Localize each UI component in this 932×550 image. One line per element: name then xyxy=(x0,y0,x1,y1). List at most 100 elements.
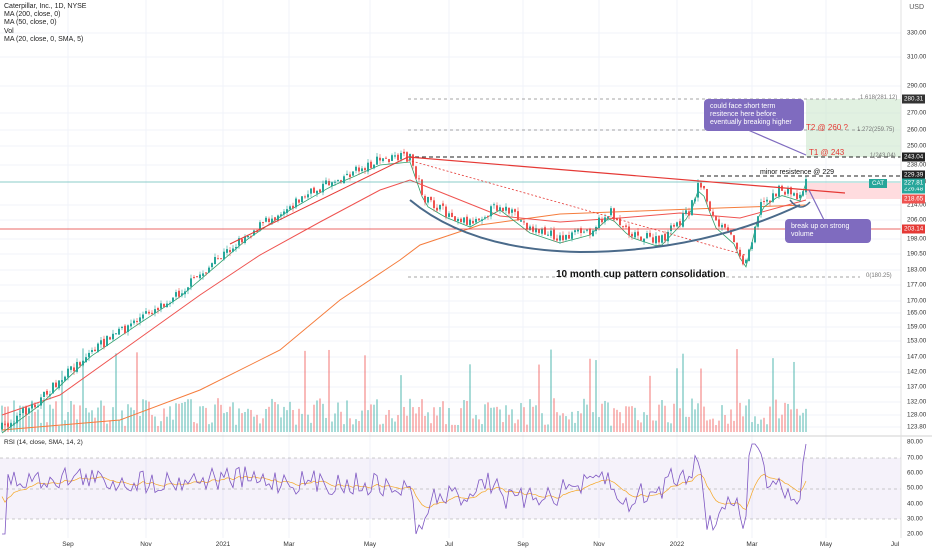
volume-bar xyxy=(85,407,87,432)
candle-body xyxy=(358,167,360,172)
trendline-left xyxy=(229,156,409,245)
candle-body xyxy=(313,187,315,193)
price-tag: 203.14 xyxy=(902,224,926,234)
volume-bar xyxy=(334,413,336,432)
legend-title: Caterpillar, Inc., 1D, NYSE xyxy=(4,3,87,10)
volume-bar xyxy=(268,406,270,432)
volume-bar xyxy=(40,422,42,432)
trendline-top xyxy=(407,156,846,194)
candle-body xyxy=(445,206,447,217)
volume-bar xyxy=(358,420,360,432)
candle-body xyxy=(352,171,354,176)
volume-bar xyxy=(718,420,720,432)
candle-body xyxy=(148,311,150,314)
volume-bar xyxy=(403,406,405,432)
callout-short-term: could face short term resitence here bef… xyxy=(704,99,804,131)
time-tick: Jul xyxy=(890,541,900,548)
volume-bar xyxy=(325,417,327,432)
candle-body xyxy=(175,292,177,297)
candle-body xyxy=(802,191,804,196)
candle-body xyxy=(220,258,222,260)
volume-bar xyxy=(535,405,537,432)
candle-body xyxy=(205,272,207,274)
volume-bar xyxy=(781,414,783,432)
volume-bar xyxy=(25,407,27,432)
candle-body xyxy=(493,204,495,206)
candle-body xyxy=(25,406,27,415)
volume-bar xyxy=(379,424,381,432)
volume-bar xyxy=(730,409,732,432)
candle-body xyxy=(694,198,696,202)
volume-bar xyxy=(319,398,321,432)
candle-body xyxy=(364,168,366,171)
candle-body xyxy=(196,276,198,278)
candle-body xyxy=(340,180,342,183)
volume-bar xyxy=(550,349,552,432)
volume-bar xyxy=(394,421,396,432)
volume-bar xyxy=(361,410,363,432)
candle-body xyxy=(643,238,645,242)
volume-bar xyxy=(205,407,207,432)
time-axis[interactable]: Sep Nov 2021 Mar May Jul Sep Nov 2022 Mar May Jul xyxy=(0,538,901,550)
currency-label[interactable]: USD xyxy=(909,4,924,11)
volume-bar xyxy=(469,364,471,432)
volume-bar xyxy=(100,400,102,432)
time-tick: May xyxy=(363,541,377,548)
volume-bar xyxy=(121,410,123,432)
time-tick: May xyxy=(819,541,833,548)
volume-bar xyxy=(193,422,195,432)
candle-body xyxy=(784,191,786,195)
ma200-line xyxy=(1,204,807,431)
volume-bar xyxy=(769,406,771,432)
candle-body xyxy=(601,219,603,223)
volume-bar xyxy=(754,416,756,432)
volume-bar xyxy=(691,398,693,432)
volume-bar xyxy=(778,418,780,432)
candle-body xyxy=(19,414,21,416)
candle-body xyxy=(799,194,801,199)
volume-bar xyxy=(28,415,30,432)
volume-bar xyxy=(49,404,51,432)
candle-body xyxy=(331,182,333,186)
candle-body xyxy=(559,235,561,241)
candle-body xyxy=(685,210,687,214)
volume-bar xyxy=(181,402,183,432)
volume-bar xyxy=(82,348,84,432)
volume-bar xyxy=(742,416,744,432)
candle-body xyxy=(733,235,735,243)
volume-bar xyxy=(703,406,705,432)
volume-bar xyxy=(58,425,60,432)
candle-body xyxy=(292,205,294,209)
price-tick: 260.00 xyxy=(907,126,927,134)
candle-body xyxy=(310,188,312,194)
candle-body xyxy=(400,152,402,160)
price-tick: 142.00 xyxy=(907,368,927,376)
volume-bar xyxy=(661,400,663,432)
callout-pointer xyxy=(747,129,807,156)
candle-body xyxy=(631,233,633,237)
moving-averages xyxy=(1,161,807,434)
volume-bar xyxy=(70,400,72,432)
candle-body xyxy=(211,263,213,268)
volume-bar xyxy=(331,421,333,432)
volume-bar xyxy=(541,413,543,432)
candle-body xyxy=(673,224,675,227)
candle-body xyxy=(46,390,48,395)
price-tick: 290.00 xyxy=(907,82,927,90)
candle-body xyxy=(412,154,414,166)
time-tick: Nov xyxy=(593,541,605,548)
volume-bar xyxy=(664,405,666,432)
candle-body xyxy=(262,222,264,224)
volume-bar xyxy=(316,400,318,432)
candle-body xyxy=(502,207,504,212)
volume-bar xyxy=(211,422,213,432)
candle-body xyxy=(484,217,486,219)
candle-body xyxy=(697,183,699,198)
candle-body xyxy=(376,156,378,165)
candle-body xyxy=(382,158,384,162)
volume-bar xyxy=(151,414,153,432)
volume-bar xyxy=(568,419,570,432)
price-axis[interactable]: 330.00 310.00 290.00 270.00 260.00 250.00 238.… xyxy=(901,0,932,540)
fib-label-1272: 1.272(259.75) xyxy=(857,127,895,133)
